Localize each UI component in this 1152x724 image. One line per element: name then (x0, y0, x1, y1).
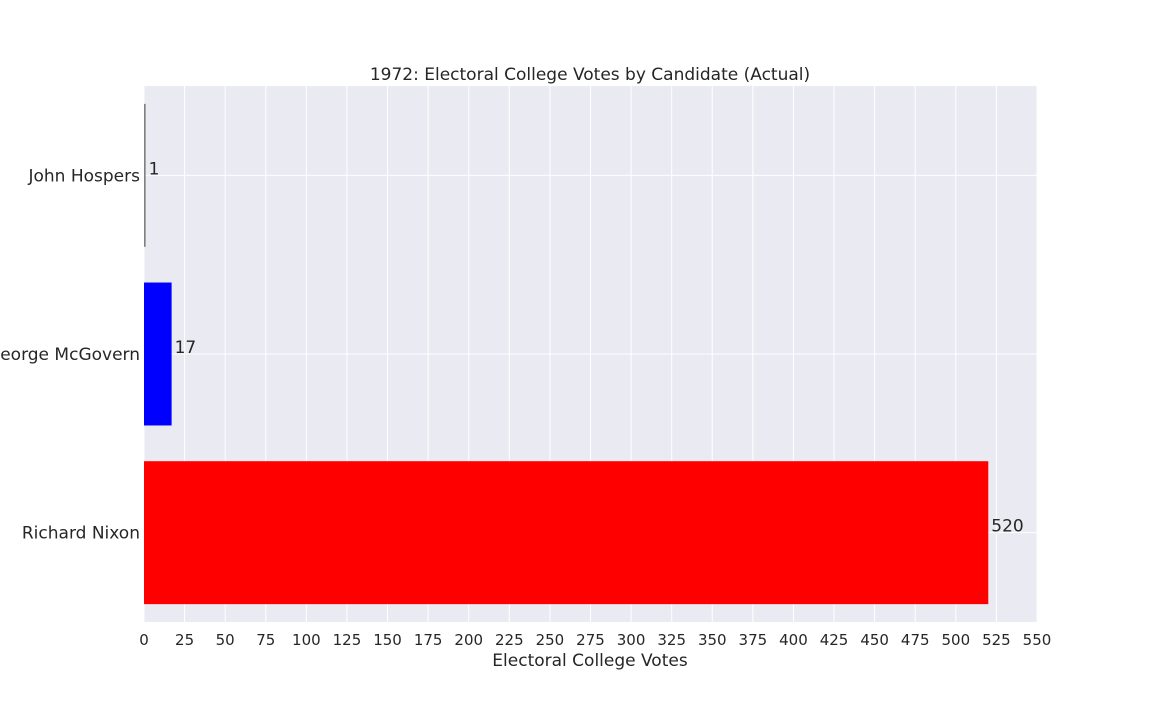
x-tick-label: 150 (373, 631, 402, 649)
x-tick-label: 375 (739, 631, 768, 649)
x-tick-label: 25 (175, 631, 194, 649)
bar-value-label: 1 (149, 159, 160, 179)
y-tick-label: George McGovern (0, 345, 140, 365)
bar-value-label: 520 (991, 517, 1023, 537)
bars (144, 103, 989, 605)
x-tick-label: 125 (333, 631, 362, 649)
x-axis-label: Electoral College Votes (492, 651, 688, 671)
x-tick-label: 550 (1023, 631, 1052, 649)
x-tick-label: 400 (779, 631, 808, 649)
x-tick-label: 500 (941, 631, 970, 649)
chart-title: 1972: Electoral College Votes by Candida… (370, 65, 810, 85)
x-tick-label: 475 (901, 631, 930, 649)
y-tick-label: Richard Nixon (22, 524, 140, 544)
x-tick-label: 0 (139, 631, 149, 649)
bar-value-label: 17 (175, 338, 197, 358)
x-tick-label: 175 (414, 631, 443, 649)
x-tick-label: 300 (617, 631, 646, 649)
x-tick-label: 100 (292, 631, 321, 649)
x-tick-label: 275 (576, 631, 605, 649)
x-tick-label: 250 (536, 631, 565, 649)
x-tick-label: 450 (860, 631, 889, 649)
x-tick-label: 200 (454, 631, 483, 649)
x-tick-label: 525 (982, 631, 1011, 649)
y-tick-label: John Hospers (27, 166, 140, 186)
bar (144, 461, 989, 605)
bar (144, 103, 146, 247)
x-tick-labels: 0 25 50 75 100 125 150 175 200 225 250 275 300 325 350… (139, 631, 1051, 649)
x-tick-label: 225 (495, 631, 524, 649)
x-tick-label: 75 (256, 631, 275, 649)
x-tick-label: 50 (216, 631, 235, 649)
x-tick-label: 425 (820, 631, 849, 649)
bar (144, 282, 172, 426)
x-tick-label: 350 (698, 631, 727, 649)
data-labels: 520 17 1 (149, 159, 1024, 536)
x-tick-label: 325 (657, 631, 686, 649)
y-tick-labels: Richard Nixon George McGovern John Hospers (0, 166, 140, 543)
